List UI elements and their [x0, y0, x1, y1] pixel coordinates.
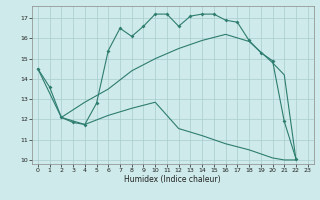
X-axis label: Humidex (Indice chaleur): Humidex (Indice chaleur)	[124, 175, 221, 184]
